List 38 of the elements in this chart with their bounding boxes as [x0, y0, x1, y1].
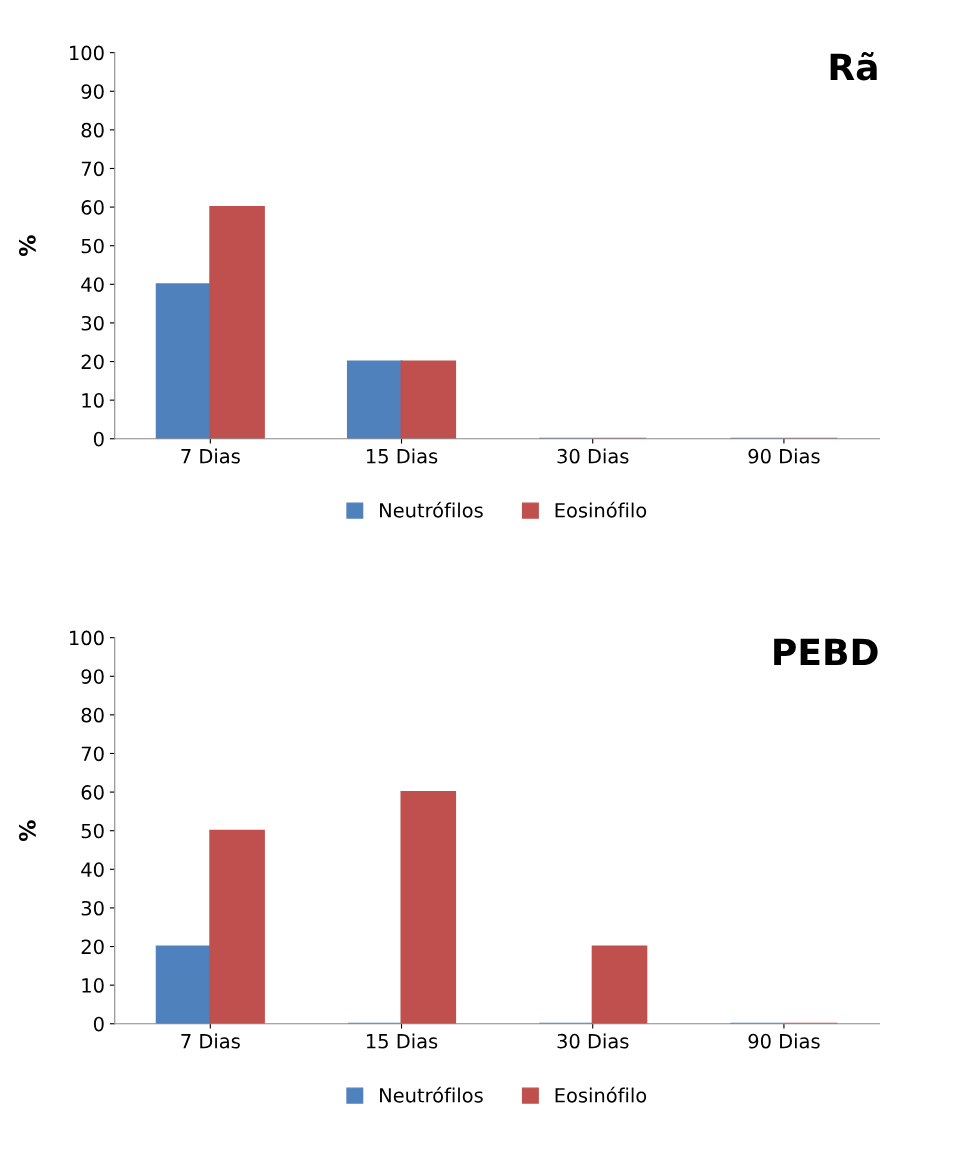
y-axis-title: %	[18, 820, 36, 842]
y-tick-label: 60	[81, 200, 104, 215]
y-tick-label: 100	[70, 45, 104, 61]
legend-label: Neutrófilos	[380, 501, 483, 518]
y-tick-label: 0	[93, 1016, 104, 1032]
x-tick-label: 90 Dias	[748, 448, 820, 464]
y-tick-label: 30	[81, 315, 104, 331]
x-tick-label: 15 Dias	[366, 448, 438, 464]
y-tick-label: 40	[81, 277, 104, 292]
chart-title: PEBD	[774, 638, 878, 666]
y-tick-label: 80	[81, 122, 104, 138]
x-tick-label: 7 Dias	[181, 448, 240, 464]
y-tick-label: 40	[81, 862, 104, 877]
y-tick-label: 0	[93, 431, 104, 447]
y-tick-label: 10	[82, 393, 104, 408]
y-axis-title: %	[18, 235, 36, 257]
legend-label: Neutrófilos	[380, 1086, 483, 1103]
x-tick-label: 90 Dias	[748, 1033, 820, 1049]
y-tick-label: 10	[82, 978, 104, 993]
y-tick-label: 70	[81, 746, 104, 762]
legend-label: Eosinófilo	[555, 1086, 647, 1103]
y-tick-label: 20	[81, 354, 104, 370]
x-tick-label: 15 Dias	[366, 1033, 438, 1049]
x-tick-label: 30 Dias	[557, 448, 629, 464]
legend-label: Eosinófilo	[555, 501, 647, 518]
y-tick-label: 90	[81, 669, 104, 684]
y-tick-label: 30	[81, 900, 104, 916]
x-tick-label: 7 Dias	[181, 1033, 240, 1049]
y-tick-label: 50	[81, 238, 104, 254]
x-tick-label: 30 Dias	[557, 1033, 629, 1049]
y-tick-label: 80	[81, 707, 104, 723]
chart-title: Rã	[830, 52, 877, 81]
y-tick-label: 100	[70, 630, 104, 646]
y-tick-label: 90	[81, 84, 104, 99]
y-tick-label: 70	[81, 161, 104, 177]
y-tick-label: 50	[81, 823, 104, 839]
y-tick-label: 20	[81, 939, 104, 955]
y-tick-label: 60	[81, 785, 104, 800]
